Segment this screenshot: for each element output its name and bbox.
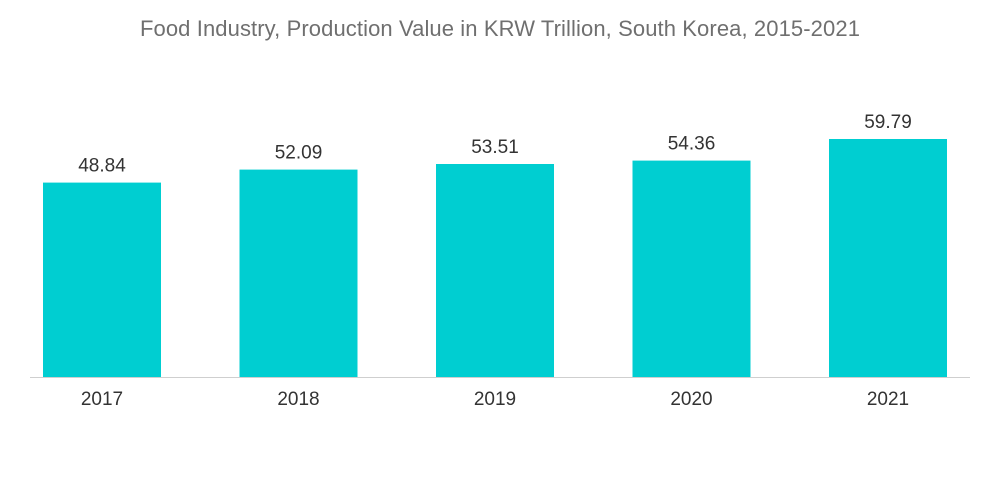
value-label-2017: 48.84 bbox=[78, 156, 126, 177]
x-tick-label-2021: 2021 bbox=[867, 389, 909, 410]
x-tick-label-2020: 2020 bbox=[670, 389, 712, 410]
value-label-2020: 54.36 bbox=[668, 134, 716, 155]
value-label-2019: 53.51 bbox=[471, 137, 519, 158]
x-tick-label-2018: 2018 bbox=[277, 389, 319, 410]
bar-2020 bbox=[632, 160, 751, 377]
value-label-2021: 59.79 bbox=[864, 112, 912, 133]
bars-layer: 48.84 2017 52.09 2018 53.51 2019 54.36 2020 59.7… bbox=[43, 112, 947, 410]
chart-title: Food Industry, Production Value in KRW T… bbox=[139, 16, 861, 41]
bar-2017 bbox=[43, 182, 161, 377]
x-tick-label-2017: 2017 bbox=[81, 389, 123, 410]
value-label-2018: 52.09 bbox=[275, 143, 323, 164]
bar-2019 bbox=[436, 164, 554, 377]
bar-2021 bbox=[829, 139, 947, 377]
bar-2018 bbox=[239, 169, 358, 377]
x-tick-label-2019: 2019 bbox=[474, 389, 516, 410]
